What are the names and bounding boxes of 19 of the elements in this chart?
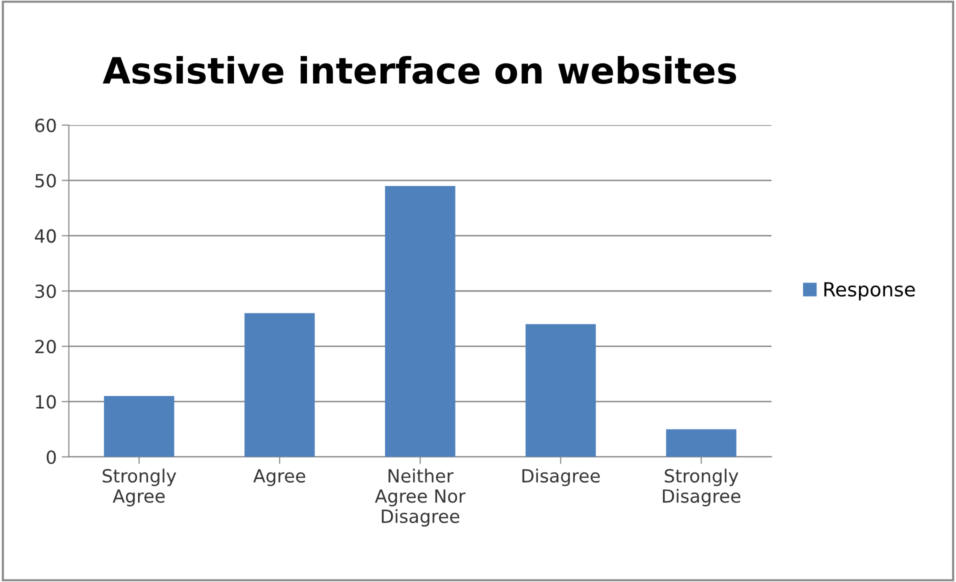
bar: [104, 396, 174, 457]
y-tick-label: 10: [36, 395, 56, 409]
bar: [526, 324, 596, 457]
y-tick-label: 30: [35, 284, 56, 298]
y-tick-label: 50: [35, 174, 56, 188]
x-tick-label: Disagree: [522, 468, 600, 486]
y-tick-label: 0: [46, 450, 56, 464]
y-tick-label: 40: [34, 229, 56, 243]
y-tick-label: 60: [35, 118, 56, 132]
bar: [666, 429, 736, 457]
legend-label: Response: [824, 282, 915, 300]
x-tick-label: Strongly Disagree: [662, 468, 740, 506]
x-tick-label: Neither Agree Nor Disagree: [374, 468, 466, 527]
x-tick-label: Strongly Agree: [102, 468, 176, 506]
bar: [385, 186, 456, 457]
bar: [244, 313, 315, 457]
x-tick-label: Agree: [253, 469, 306, 486]
chart-title: Assistive interface on websites: [102, 56, 736, 84]
y-tick-label: 20: [35, 340, 56, 354]
